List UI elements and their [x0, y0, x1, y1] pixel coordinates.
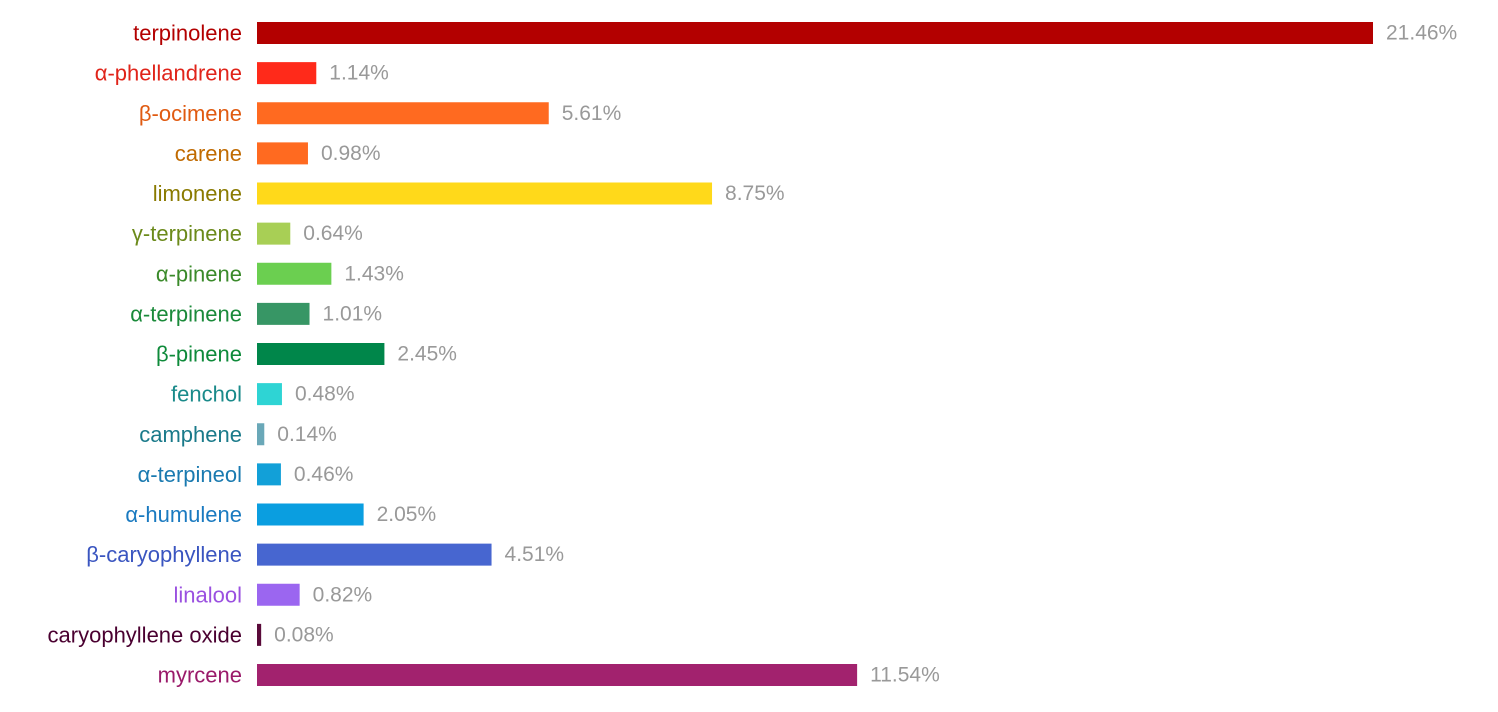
- value-label: 8.75%: [725, 182, 785, 205]
- value-label: 0.48%: [295, 383, 355, 406]
- category-label: carene: [175, 141, 242, 166]
- category-label: fenchol: [171, 382, 242, 407]
- category-label: linalool: [174, 582, 243, 607]
- bar: [257, 222, 291, 245]
- value-label: 0.98%: [321, 142, 381, 165]
- category-label: camphene: [139, 422, 242, 447]
- value-label: 2.05%: [377, 503, 437, 526]
- bar: [257, 623, 262, 646]
- value-label: 0.08%: [274, 623, 334, 646]
- bar: [257, 22, 1373, 44]
- category-label: α-pinene: [156, 261, 242, 286]
- bar: [257, 62, 317, 85]
- category-label: α-phellandrene: [95, 61, 242, 86]
- category-label: β-ocimene: [139, 101, 242, 126]
- category-label: caryophyllene oxide: [48, 622, 242, 647]
- bar: [257, 583, 300, 606]
- bar: [257, 664, 858, 686]
- category-label: terpinolene: [133, 21, 242, 46]
- value-label: 0.82%: [313, 583, 373, 606]
- category-label: β-caryophyllene: [86, 542, 242, 567]
- category-label: γ-terpinene: [132, 221, 242, 246]
- value-label: 1.43%: [344, 262, 404, 285]
- bar: [257, 423, 265, 446]
- bar: [257, 302, 310, 325]
- value-label: 0.14%: [277, 423, 337, 446]
- bar: [257, 343, 385, 365]
- category-label: β-pinene: [156, 342, 242, 367]
- bar: [257, 102, 549, 125]
- value-label: 4.51%: [505, 543, 565, 566]
- category-label: α-terpinene: [130, 301, 242, 326]
- value-label: 11.54%: [870, 664, 940, 687]
- value-label: 5.61%: [562, 102, 622, 125]
- bar: [257, 383, 282, 406]
- category-label: limonene: [153, 181, 242, 206]
- bar: [257, 463, 281, 486]
- bar: [257, 182, 713, 205]
- bar: [257, 543, 492, 566]
- value-label: 1.01%: [323, 302, 383, 325]
- bar: [257, 262, 332, 285]
- category-label: α-humulene: [125, 502, 242, 527]
- bar: [257, 142, 308, 165]
- category-label: myrcene: [158, 663, 242, 688]
- value-label: 1.14%: [329, 62, 389, 85]
- value-label: 0.64%: [303, 222, 363, 245]
- value-label: 2.45%: [397, 343, 457, 366]
- bar: [257, 503, 364, 526]
- value-label: 21.46%: [1386, 22, 1457, 45]
- category-label: α-terpineol: [138, 462, 242, 487]
- value-label: 0.46%: [294, 463, 354, 486]
